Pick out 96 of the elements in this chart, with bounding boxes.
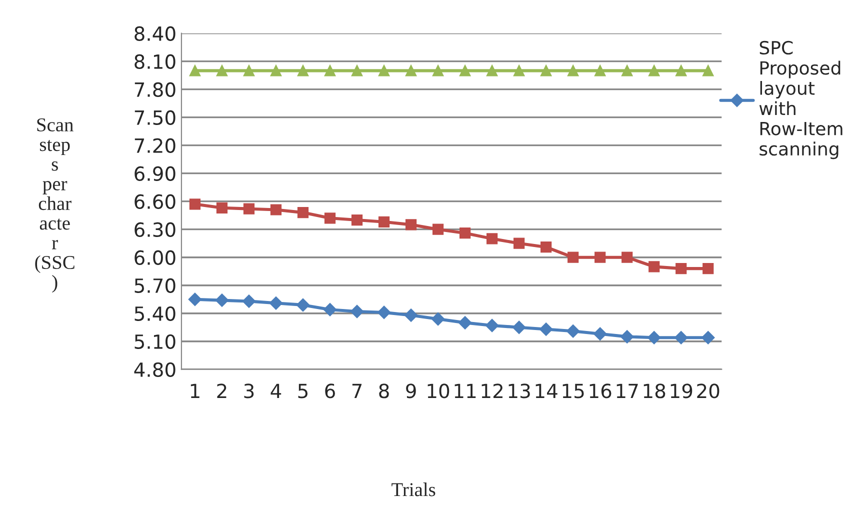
point [269,296,283,310]
text: Scan steps per character (SSC) [35,118,74,293]
x-tick-label: 16 [590,384,612,398]
point [188,292,202,306]
point [323,303,337,316]
point [243,203,255,214]
point [459,65,471,76]
x-tick-label: 15 [562,384,584,398]
point [702,263,714,274]
y-tick-label: 5.70 [134,278,176,294]
x-tick-label: 4 [270,384,282,398]
point [216,65,228,76]
point [378,216,390,228]
x-tick-label: 1 [190,384,200,398]
point [189,198,201,210]
point [350,304,364,318]
point [676,263,687,274]
legend-label: SPC Proposed layout with Row-Item scanning [759,40,842,160]
point [270,65,282,76]
y-tick-label: 7.80 [134,82,176,98]
point [568,252,579,263]
point [648,331,661,344]
x-tick-label: 17 [616,384,638,398]
point [404,308,418,322]
point [593,327,607,340]
point [215,294,229,307]
point [540,65,552,76]
point [405,65,417,76]
point [242,294,256,308]
x-tick-label: 12 [482,384,502,398]
point [514,238,525,249]
point [568,65,579,76]
point [432,65,444,76]
point [674,331,688,344]
y-tick-label: 4.80 [134,362,176,378]
point [702,331,715,344]
point [485,318,499,332]
point [243,65,255,76]
x-tick-label: 8 [379,384,389,398]
point [566,324,580,338]
point [620,330,634,344]
point [431,312,445,326]
y-tick-label: 8.10 [134,54,176,70]
y-tick-label: 7.20 [134,138,176,154]
point [270,204,282,216]
x-tick-label: 3 [244,384,254,398]
x-tick-label: 13 [508,384,530,398]
point [539,322,553,336]
x-axis-title: Trials [392,482,436,496]
point [189,65,201,76]
x-tick-label: 10 [428,384,450,398]
x-tick-label: 9 [406,384,416,398]
point [486,65,498,76]
point [377,306,391,320]
point [622,252,633,263]
x-tick-label: 19 [670,384,692,398]
point [405,219,417,230]
point [648,261,660,272]
point [297,65,309,76]
x-tick-label: 5 [298,384,308,398]
point [324,65,336,76]
point [594,252,606,263]
y-tick-label: 5.40 [134,306,176,322]
point [324,212,336,224]
x-tick-label: 14 [536,384,558,398]
x-tick-label: 11 [454,384,476,398]
y-tick-label: 6.00 [134,250,176,266]
y-tick-label: 6.60 [134,194,176,210]
y-tick-label: 5.10 [134,334,176,350]
point [594,65,606,76]
point [622,65,633,76]
y-tick-label: 6.30 [134,222,176,238]
x-tick-label: 6 [325,384,335,398]
point [351,65,363,76]
point [296,298,310,312]
point [351,214,363,226]
point [378,65,390,76]
y-tick-label: 7.50 [134,110,176,126]
point [458,316,472,330]
x-tick-label: 20 [697,384,720,398]
point [432,224,444,235]
x-tick-label: 2 [217,384,226,398]
point [486,233,498,244]
point [514,65,525,76]
point [297,206,309,218]
x-tick-label: 18 [644,384,666,398]
x-tick-label: 7 [352,384,362,398]
point [459,228,471,239]
point [702,65,714,76]
point [216,202,228,214]
y-tick-label: 8.40 [134,26,176,42]
point [512,320,526,334]
point [648,65,660,76]
y-tick-label: 6.90 [134,166,176,182]
point [676,65,687,76]
point [540,242,552,253]
